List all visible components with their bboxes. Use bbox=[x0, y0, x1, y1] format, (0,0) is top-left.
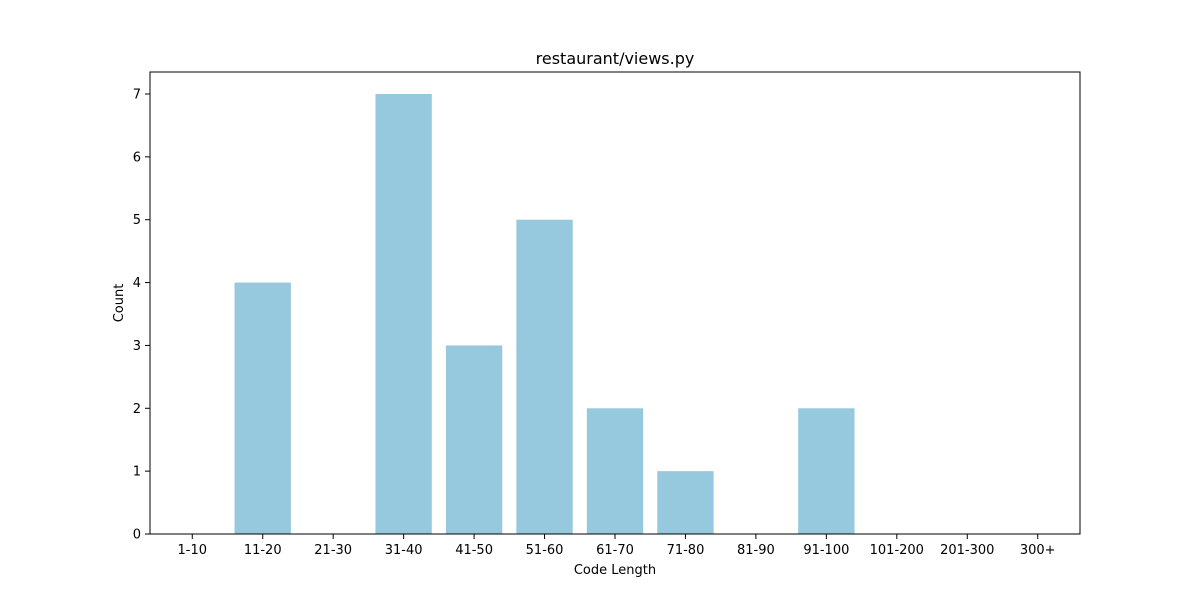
x-tick-label: 101-200 bbox=[870, 543, 924, 558]
y-tick-label: 4 bbox=[133, 276, 141, 291]
x-tick-label: 81-90 bbox=[737, 543, 775, 558]
x-tick-label: 201-300 bbox=[940, 543, 994, 558]
x-tick-label: 71-80 bbox=[667, 543, 705, 558]
bar-31-40 bbox=[375, 94, 432, 534]
y-tick-label: 1 bbox=[133, 465, 141, 480]
x-axis-ticks: 1-10 11-20 21-30 31-40 41-50 51-60 61-70 71-80 8… bbox=[178, 534, 1056, 558]
chart-title: restaurant/views.py bbox=[536, 49, 695, 68]
x-tick-label: 1-10 bbox=[178, 543, 208, 558]
y-tick-label: 0 bbox=[133, 528, 141, 543]
y-tick-label: 5 bbox=[133, 213, 141, 228]
y-axis-ticks: 0 1 2 3 4 5 6 7 bbox=[133, 88, 150, 543]
x-tick-label: 300+ bbox=[1020, 543, 1056, 558]
x-tick-label: 21-30 bbox=[314, 543, 352, 558]
y-tick-label: 3 bbox=[133, 339, 141, 354]
bar-71-80 bbox=[657, 471, 714, 534]
x-tick-label: 51-60 bbox=[526, 543, 564, 558]
bar-61-70 bbox=[586, 408, 644, 534]
y-axis-label: Count bbox=[112, 284, 127, 323]
bar-41-50 bbox=[445, 345, 503, 534]
x-axis-label: Code Length bbox=[574, 563, 656, 578]
bar-11-20 bbox=[234, 282, 291, 534]
x-tick-label: 61-70 bbox=[596, 543, 634, 558]
bar-91-100 bbox=[798, 408, 855, 534]
x-tick-label: 91-100 bbox=[803, 543, 849, 558]
x-tick-label: 31-40 bbox=[385, 543, 423, 558]
y-tick-label: 2 bbox=[133, 402, 141, 417]
x-tick-label: 41-50 bbox=[455, 543, 493, 558]
bars-group bbox=[234, 94, 855, 534]
y-tick-label: 6 bbox=[133, 150, 141, 165]
y-tick-label: 7 bbox=[133, 88, 141, 103]
x-tick-label: 11-20 bbox=[244, 543, 282, 558]
plot-frame bbox=[149, 71, 1081, 535]
bar-51-60 bbox=[516, 219, 573, 534]
